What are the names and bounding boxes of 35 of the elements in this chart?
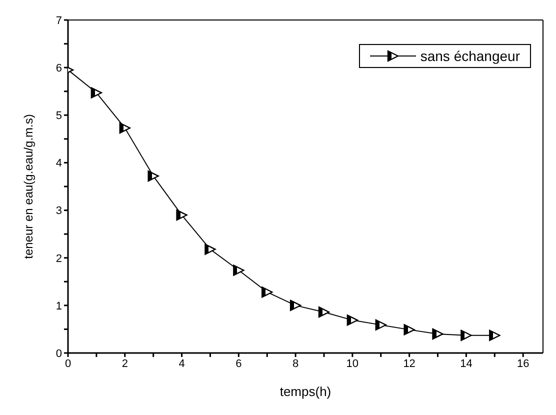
x-tick-label: 2 xyxy=(122,358,128,370)
x-tick-label: 8 xyxy=(292,358,299,370)
y-tick-label: 0 xyxy=(56,348,62,360)
y-tick-label: 1 xyxy=(56,300,62,312)
x-tick-label: 0 xyxy=(64,358,72,370)
legend-label: sans échangeur xyxy=(420,48,520,64)
x-axis-title: temps(h) xyxy=(280,384,332,399)
point xyxy=(290,300,302,312)
point xyxy=(90,87,102,98)
x-tick-label: 6 xyxy=(236,358,242,370)
y-tick-label: 5 xyxy=(56,110,62,122)
point xyxy=(460,330,472,341)
point xyxy=(176,209,188,221)
x-tick-label: 12 xyxy=(403,358,416,370)
x-tick-label: 10 xyxy=(346,358,359,370)
point xyxy=(404,324,415,336)
y-tick-label: 3 xyxy=(56,205,62,218)
y-axis-title: teneur en eau(g.eau/g.m.s) xyxy=(21,114,36,259)
point xyxy=(262,286,273,298)
point xyxy=(119,122,130,134)
y-tick-label: 4 xyxy=(56,158,62,170)
y-tick-label: 6 xyxy=(56,62,62,74)
x-tick-label: 4 xyxy=(178,358,185,370)
point xyxy=(148,170,159,182)
x-tick-label: 14 xyxy=(460,358,472,370)
point xyxy=(204,244,216,255)
point xyxy=(432,328,444,340)
point xyxy=(489,330,500,341)
y-tick-label: 2 xyxy=(56,252,62,265)
x-tick-label: 16 xyxy=(516,358,530,370)
point xyxy=(233,264,244,276)
point xyxy=(375,319,386,331)
y-tick-label: 7 xyxy=(56,14,62,27)
point xyxy=(346,314,358,326)
point xyxy=(318,306,330,318)
